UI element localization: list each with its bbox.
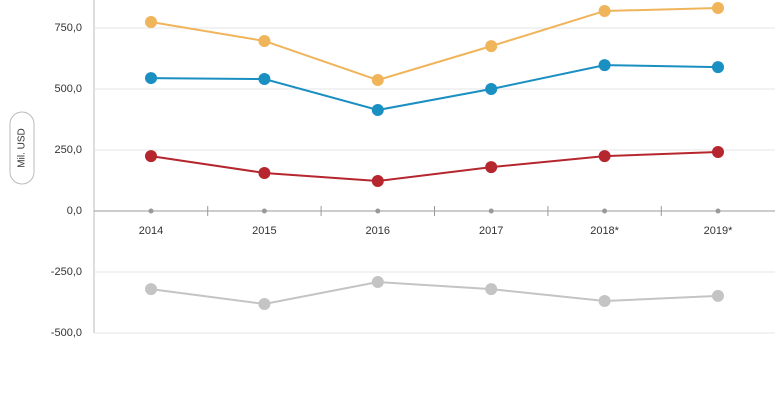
axis-dot — [261, 208, 267, 214]
point — [485, 283, 498, 296]
point — [712, 289, 724, 302]
series-line — [150, 150, 719, 183]
point — [258, 166, 271, 179]
x-tick-label: 2016 — [366, 225, 390, 237]
y-tick-label: 500,0 — [54, 83, 82, 95]
point — [371, 175, 384, 188]
x-tick-label: 2017 — [479, 225, 503, 237]
point — [258, 34, 271, 47]
point — [371, 74, 384, 87]
point — [485, 40, 498, 53]
series-line — [150, 64, 719, 112]
axis-dot — [148, 208, 154, 214]
point — [371, 276, 384, 289]
point — [145, 150, 157, 163]
point — [371, 104, 384, 117]
series-line — [150, 281, 719, 305]
point — [598, 295, 611, 308]
point — [258, 73, 271, 86]
x-tick-label: 2019* — [704, 225, 733, 237]
point — [712, 145, 724, 158]
point — [598, 4, 611, 17]
point — [145, 72, 157, 85]
y-tick-label: 250,0 — [54, 144, 82, 156]
point — [712, 61, 724, 74]
point — [598, 150, 611, 163]
axis-dot — [715, 208, 721, 214]
axis-dot — [375, 208, 381, 214]
y-axis-label: Mil. USD — [17, 128, 28, 167]
point — [145, 283, 157, 296]
y-tick-label: 0,0 — [67, 205, 82, 217]
point — [145, 15, 157, 28]
series-line — [150, 7, 719, 82]
point — [485, 161, 498, 174]
x-tick-label: 2014 — [139, 225, 163, 237]
x-tick-label: 2018* — [590, 225, 619, 237]
y-label-pill — [9, 111, 35, 185]
y-tick-label: -500,0 — [51, 327, 82, 339]
y-tick-label: 750,0 — [54, 22, 82, 34]
point — [712, 2, 724, 15]
point — [485, 83, 498, 96]
x-tick-label: 2015 — [252, 225, 276, 237]
point — [258, 297, 271, 310]
axis-dot — [602, 208, 608, 214]
axis-dot — [488, 208, 494, 214]
point — [598, 59, 611, 72]
y-tick-label: -250,0 — [51, 266, 82, 278]
